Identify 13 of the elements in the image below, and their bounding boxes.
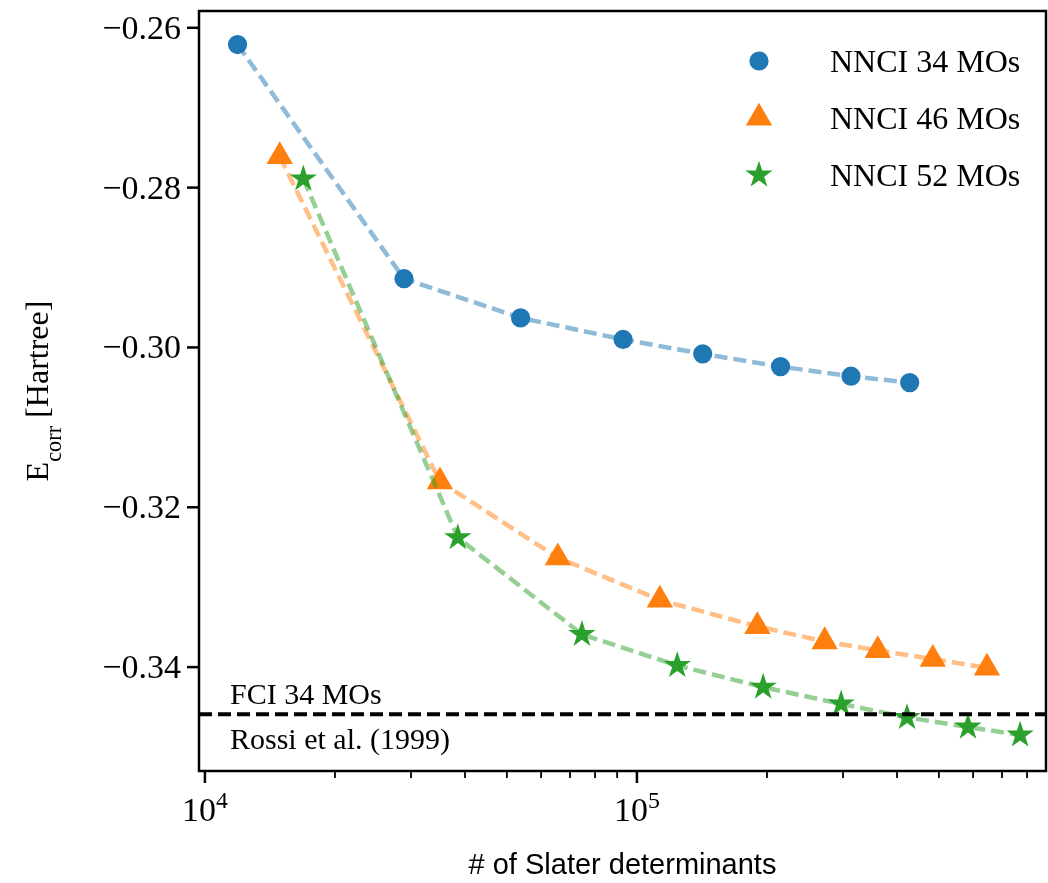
x-tick-label: 10$^{4}$ xyxy=(181,787,228,828)
ref-line-label: FCI 34 MOs xyxy=(230,677,382,711)
annotation: Rossi et al. (1999) xyxy=(230,722,450,757)
y-tick-label: −0.28 xyxy=(102,168,181,206)
y-tick-label: −0.30 xyxy=(102,328,181,366)
y-tick-label: −0.26 xyxy=(102,8,181,46)
legend-label: NNCI 46 MOs xyxy=(830,100,1021,136)
y-tick-label: −0.32 xyxy=(102,488,181,526)
legend-label: NNCI 34 MOs xyxy=(830,43,1021,79)
x-tick-label: 10$^{5}$ xyxy=(613,787,660,828)
x-axis-title: # of Slater determinants xyxy=(468,848,777,880)
legend-label: NNCI 52 MOs xyxy=(830,157,1021,193)
y-tick-label: −0.34 xyxy=(102,648,181,686)
